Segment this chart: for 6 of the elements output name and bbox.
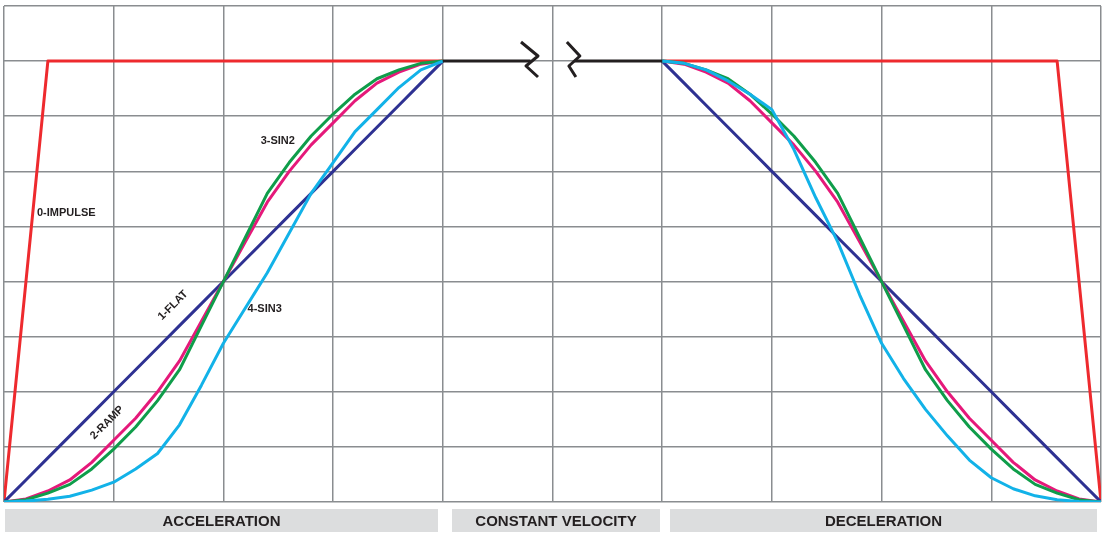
text: DECELERATION <box>670 509 1097 532</box>
text: CONSTANT VELOCITY <box>452 509 660 532</box>
series-label: 0-IMPULSE <box>36 205 96 218</box>
text: ACCELERATION <box>5 509 438 532</box>
series-label: 4-SIN3 <box>247 302 282 315</box>
series-label: 3-SIN2 <box>260 133 295 146</box>
